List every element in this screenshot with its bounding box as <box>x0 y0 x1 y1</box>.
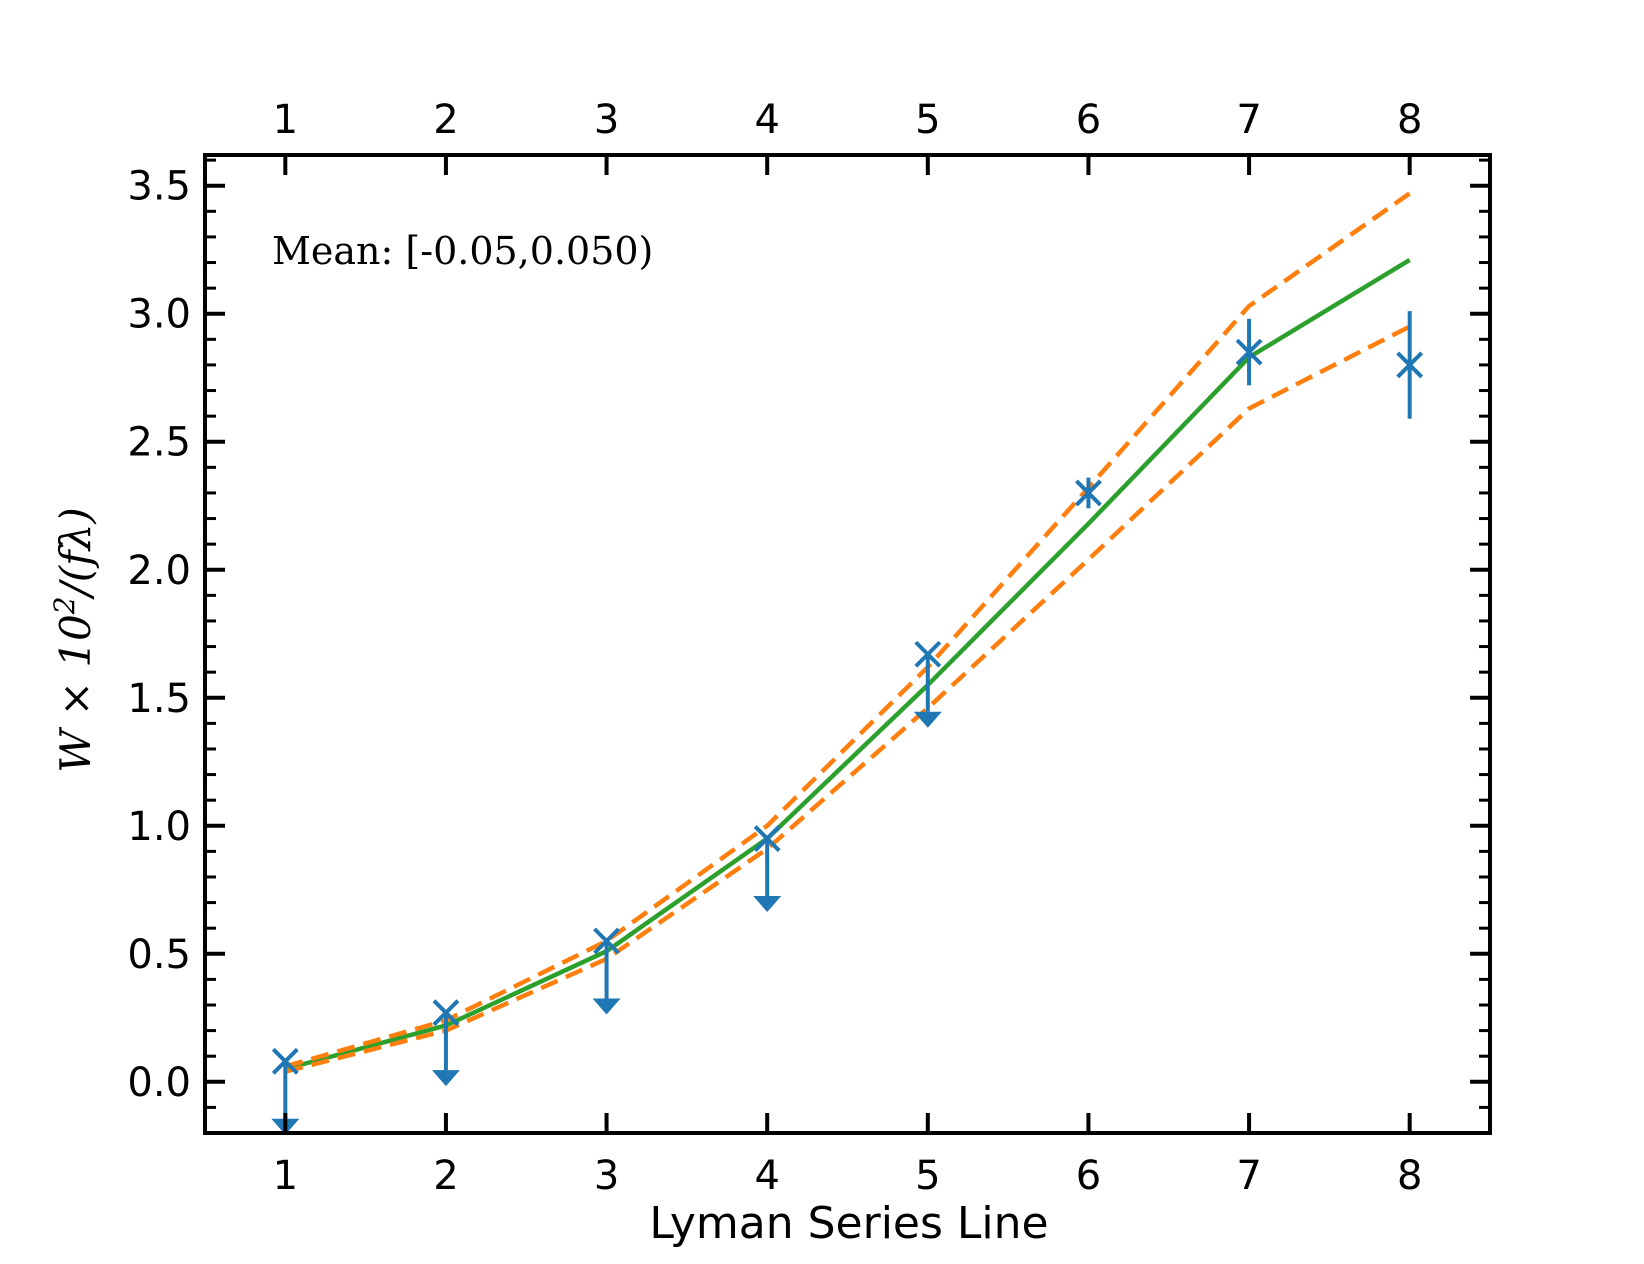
x-tick-label-bottom: 7 <box>1236 1153 1261 1199</box>
y-tick-label: 1.0 <box>127 804 191 850</box>
y-tick-label: 2.0 <box>127 548 191 594</box>
x-axis-label: Lyman Series Line <box>649 1198 1048 1249</box>
dashed-series-line <box>284 324 1411 1074</box>
plot-area <box>271 191 1424 1135</box>
upper-limit-arrowhead <box>753 896 782 913</box>
y-tick-label: 1.5 <box>127 676 191 722</box>
y-tick-label: 3.5 <box>127 164 191 210</box>
upper-limit-arrowhead <box>592 998 621 1015</box>
y-axis-label-prefix: W × 10 <box>51 614 100 773</box>
data-point-marker <box>432 999 460 1027</box>
x-tick-label-bottom: 4 <box>754 1153 779 1199</box>
axes-frame <box>203 153 1492 1135</box>
data-point-marker <box>753 825 781 852</box>
x-tick-label-top: 1 <box>273 97 298 143</box>
solid-series-line <box>284 258 1411 1072</box>
x-tick-label-top: 3 <box>594 97 619 143</box>
x-tick-label-bottom: 8 <box>1397 1153 1422 1199</box>
data-point-marker <box>271 1047 299 1075</box>
y-tick-label: 3.0 <box>127 292 191 338</box>
x-tick-label-top: 2 <box>433 97 458 143</box>
x-tick-label-bottom: 6 <box>1076 1153 1101 1199</box>
y-axis-label: W × 102/(fλ) <box>48 507 100 772</box>
x-tick-label-bottom: 3 <box>594 1153 619 1199</box>
data-point-marker <box>1075 479 1102 507</box>
upper-limit-arrowhead <box>431 1070 460 1087</box>
annotation-text: Mean: [-0.05,0.050) <box>272 229 653 273</box>
y-axis-label-exponent: 2 <box>48 596 81 615</box>
x-tick-label-top: 8 <box>1397 97 1422 143</box>
data-point-marker <box>914 640 942 668</box>
x-tick-label-top: 4 <box>754 97 779 143</box>
x-tick-label-bottom: 5 <box>915 1153 940 1199</box>
y-tick-label: 0.5 <box>127 932 191 978</box>
x-tick-label-top: 5 <box>915 97 940 143</box>
y-tick-label: 0.0 <box>127 1060 191 1106</box>
data-point-marker <box>1396 351 1424 379</box>
x-tick-label-bottom: 2 <box>433 1153 458 1199</box>
dashed-series-line <box>284 191 1411 1069</box>
data-point-marker <box>1235 338 1263 366</box>
data-point-marker <box>593 927 620 955</box>
ticks: 1 1 2 2 3 3 4 4 5 5 6 6 7 7 8 8 0.0 0.5 1.0 1.5 2.0 2.5 3.0 3.5 <box>127 97 1490 1199</box>
x-tick-label-top: 7 <box>1236 97 1261 143</box>
y-axis-label-suffix: /(fλ) <box>51 507 100 600</box>
x-tick-label-top: 6 <box>1076 97 1101 143</box>
upper-limit-arrowhead <box>913 711 942 728</box>
x-tick-label-bottom: 1 <box>273 1153 298 1199</box>
y-tick-label: 2.5 <box>127 420 191 466</box>
